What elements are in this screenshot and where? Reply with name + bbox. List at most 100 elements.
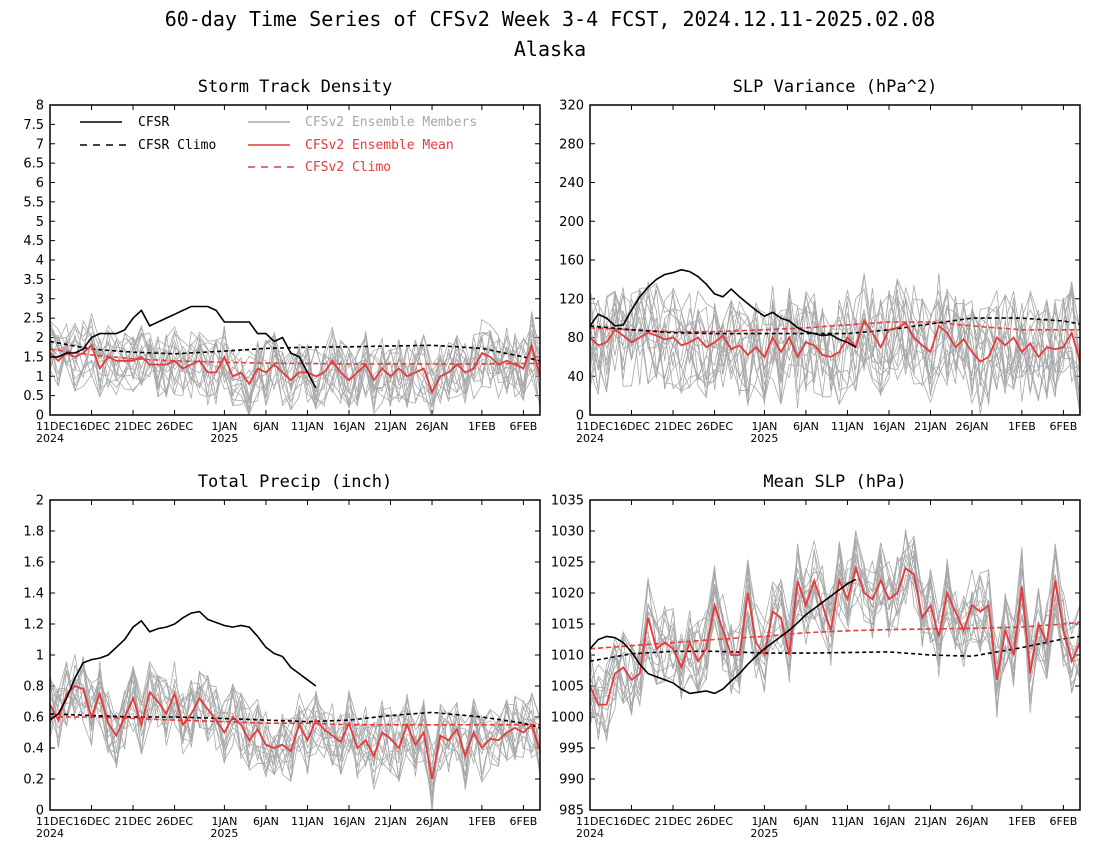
- y-tick-label: 1025: [551, 556, 584, 571]
- y-tick-label: 0: [576, 409, 584, 424]
- series-cfsv2-climo: [590, 621, 1080, 650]
- x-tick-label: 6FEB: [509, 420, 537, 433]
- y-tick-label: 7: [36, 137, 44, 152]
- ensemble-member-line: [590, 538, 1080, 740]
- ensemble-member-line: [590, 533, 1080, 705]
- x-year-label: 2024: [36, 432, 64, 445]
- panel-storm-track-density: Storm Track Density 0 0.5 1 1.5 2 2.5 3 3.5 4 4.5 5…: [23, 77, 541, 445]
- ensemble-member-line: [590, 533, 1080, 742]
- y-tick-label: 1000: [551, 711, 584, 726]
- y-tick-label: 6.5: [23, 157, 44, 172]
- x-tick-label: 26JAN: [956, 420, 989, 433]
- x-tick-label: 21JAN: [914, 815, 947, 828]
- panel-title: Total Precip (inch): [198, 472, 392, 492]
- legend-cfsv2-climo-label: CFSv2 Climo: [305, 160, 391, 175]
- x-tick-label: 6JAN: [253, 815, 279, 828]
- x-tick-label: 1FEB: [1008, 420, 1036, 433]
- plot-frame: [589, 499, 1081, 811]
- x-year-label: 2024: [576, 432, 604, 445]
- ensemble-member-line: [590, 282, 1080, 406]
- legend-ens-mean-label: CFSv2 Ensemble Mean: [305, 138, 454, 153]
- ensemble-member-line: [50, 318, 540, 407]
- y-tick-label: 2.5: [23, 312, 44, 327]
- x-tick-label: 16JAN: [873, 420, 906, 433]
- x-tick-label: 26JAN: [956, 815, 989, 828]
- x-tick-label: 6FEB: [509, 815, 537, 828]
- x-year-label: 2025: [210, 432, 238, 445]
- y-tick-label: 1030: [551, 525, 584, 540]
- x-year-label: 2024: [36, 827, 64, 840]
- x-tick-label: 11JAN: [291, 815, 324, 828]
- x-year-label: 2025: [750, 432, 778, 445]
- x-tick-label: 6JAN: [793, 420, 819, 433]
- y-tick-label: 1: [36, 649, 44, 664]
- x-tick-label: 1FEB: [1008, 815, 1036, 828]
- x-tick-label: 1JAN: [212, 815, 238, 828]
- y-tick-label: 1020: [551, 587, 584, 602]
- y-tick-label: 1: [36, 370, 44, 385]
- x-tick-label: 11JAN: [831, 815, 864, 828]
- y-tick-label: 2: [36, 494, 44, 509]
- y-tick-label: 6: [36, 176, 44, 191]
- panel-title: Storm Track Density: [198, 77, 392, 97]
- x-tick-label: 26DEC: [156, 420, 193, 433]
- y-tick-label: 1005: [551, 680, 584, 695]
- series-ens-mean: [50, 684, 540, 780]
- y-tick-label: 5: [36, 215, 44, 230]
- x-tick-label: 1JAN: [752, 420, 778, 433]
- panel-title: Mean SLP (hPa): [763, 472, 906, 492]
- legend: CFSR CFSR Climo CFSv2 Ensemble Members C…: [80, 115, 477, 175]
- x-tick-label: 16JAN: [333, 815, 366, 828]
- y-tick-label: 40: [567, 370, 584, 385]
- y-tick-label: 1.2: [23, 618, 44, 633]
- y-tick-label: 995: [559, 742, 584, 757]
- ensemble-member-line: [50, 664, 540, 794]
- x-tick-label: 11DEC: [576, 420, 613, 433]
- series-ens-mean: [50, 342, 540, 395]
- y-tick-label: 990: [559, 773, 584, 788]
- y-tick-label: 7.5: [23, 118, 44, 133]
- y-tick-label: 3.5: [23, 273, 44, 288]
- y-tick-label: 120: [559, 292, 584, 307]
- y-tick-label: 1.8: [23, 525, 44, 540]
- plot-frame: [589, 104, 1081, 416]
- y-tick-label: 2: [36, 331, 44, 346]
- panel-slp-variance: SLP Variance (hPa^2) 0 40 80 120 160 200 240 280…: [559, 77, 1081, 445]
- x-tick-label: 11DEC: [576, 815, 613, 828]
- y-tick-label: 0.8: [23, 680, 44, 695]
- y-tick-label: 1035: [551, 494, 584, 509]
- series-cfsv2-climo: [50, 716, 540, 726]
- series-ens-mean: [590, 565, 1080, 706]
- plot-frame: [49, 499, 541, 811]
- series-ens-mean: [590, 318, 1080, 363]
- series-cfsr: [50, 305, 317, 389]
- x-tick-label: 6JAN: [793, 815, 819, 828]
- x-tick-label: 16JAN: [873, 815, 906, 828]
- x-tick-label: 16JAN: [333, 420, 366, 433]
- y-tick-label: 240: [559, 176, 584, 191]
- y-tick-label: 1.4: [23, 587, 44, 602]
- ensemble-member-line: [50, 664, 540, 777]
- x-tick-label: 11DEC: [36, 420, 73, 433]
- y-tick-label: 4.5: [23, 234, 44, 249]
- x-tick-label: 26DEC: [696, 420, 733, 433]
- ensemble-member-line: [590, 272, 1080, 403]
- y-tick-label: 160: [559, 254, 584, 269]
- x-tick-label: 26DEC: [156, 815, 193, 828]
- x-year-label: 2025: [210, 827, 238, 840]
- x-tick-label: 1JAN: [212, 420, 238, 433]
- ensemble-member-line: [50, 319, 540, 404]
- x-tick-label: 21JAN: [374, 815, 407, 828]
- y-tick-label: 5.5: [23, 195, 44, 210]
- ensemble-member-line: [50, 313, 540, 411]
- x-tick-label: 16DEC: [613, 420, 650, 433]
- y-tick-label: 1015: [551, 618, 584, 633]
- x-tick-label: 1FEB: [468, 420, 496, 433]
- y-tick-label: 200: [559, 215, 584, 230]
- x-tick-label: 16DEC: [613, 815, 650, 828]
- x-tick-label: 11JAN: [291, 420, 324, 433]
- x-year-label: 2025: [750, 827, 778, 840]
- y-tick-label: 80: [567, 331, 584, 346]
- x-tick-label: 26JAN: [416, 815, 449, 828]
- x-tick-label: 26JAN: [416, 420, 449, 433]
